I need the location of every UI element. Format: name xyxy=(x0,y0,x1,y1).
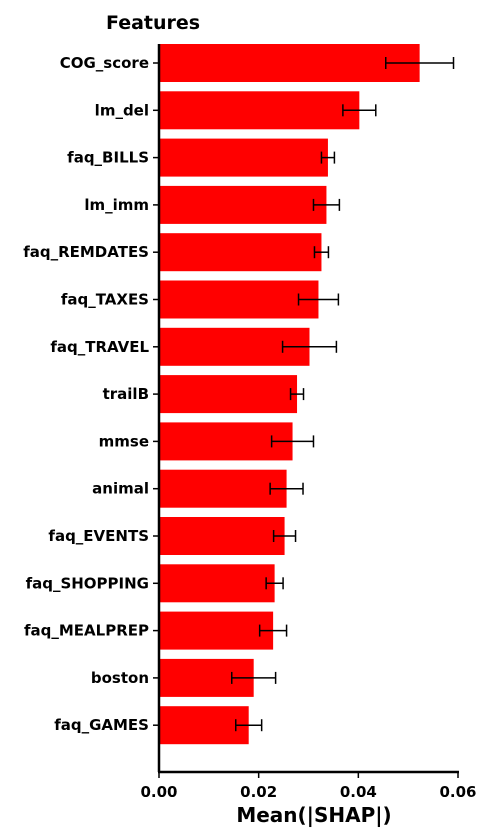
bar-lm_del xyxy=(159,91,360,130)
x-axis-label: Mean(|SHAP|) xyxy=(236,803,391,827)
bar-faq_GAMES xyxy=(159,706,249,745)
bar-faq_EVENTS xyxy=(159,517,285,555)
x-ticks: 0.00 0.02 0.04 0.06 xyxy=(140,772,477,801)
bar-faq_SHOPPING xyxy=(159,564,275,603)
bar-mmse xyxy=(159,422,293,461)
error-bar-lm_del xyxy=(342,104,377,117)
bar-COG_score xyxy=(159,44,420,82)
y-tick-label: COG_score xyxy=(60,54,149,72)
bar-faq_REMDATES xyxy=(159,233,322,272)
error-bar-faq_BILLS xyxy=(320,151,336,164)
y-tick-label: faq_BILLS xyxy=(67,149,149,167)
x-tick-label: 0.02 xyxy=(240,783,277,801)
bar-faq_MEALPREP xyxy=(159,611,274,650)
bar-faq_TAXES xyxy=(159,280,319,319)
error-bar-animal xyxy=(269,482,304,495)
error-bar-faq_GAMES xyxy=(234,719,263,732)
y-tick-label: faq_REMDATES xyxy=(23,243,149,261)
y-tick-label: boston xyxy=(91,669,149,687)
error-bar-COG_score xyxy=(384,57,455,69)
bar-trailB xyxy=(159,375,298,414)
y-tick-label: animal xyxy=(92,480,149,498)
error-bar-boston xyxy=(231,671,277,684)
y-tick-label: faq_MEALPREP xyxy=(24,622,149,640)
y-tick-label: faq_TRAVEL xyxy=(50,338,149,356)
error-bar-trailB xyxy=(289,388,305,401)
error-bar-lm_imm xyxy=(312,198,341,211)
y-tick-label: faq_TAXES xyxy=(61,291,149,309)
bar-lm_imm xyxy=(159,185,327,224)
error-bar-faq_TRAVEL xyxy=(281,340,338,353)
y-tick-label: faq_GAMES xyxy=(54,716,149,734)
y-tick-labels: COG_score lm_del faq_BILLS lm_imm faq_REMDAT… xyxy=(23,54,159,734)
x-tick-label: 0.06 xyxy=(439,783,476,801)
x-tick-label: 0.04 xyxy=(340,783,377,801)
error-bar-faq_REMDATES xyxy=(313,246,330,259)
bar-faq_BILLS xyxy=(159,138,328,177)
error-bar-faq_MEALPREP xyxy=(258,624,288,637)
error-bar-faq_SHOPPING xyxy=(265,577,284,590)
x-tick-label: 0.00 xyxy=(140,783,177,801)
error-bar-faq_TAXES xyxy=(297,293,340,306)
bar-animal xyxy=(159,469,287,508)
error-bar-mmse xyxy=(270,435,315,448)
y-tick-label: faq_EVENTS xyxy=(48,527,149,545)
chart-title: Features xyxy=(106,12,200,34)
y-tick-label: lm_imm xyxy=(84,196,149,214)
error-bar-faq_EVENTS xyxy=(272,530,297,542)
y-tick-label: trailB xyxy=(103,385,149,403)
y-tick-label: mmse xyxy=(99,432,149,450)
y-tick-label: lm_del xyxy=(95,101,149,119)
y-tick-label: faq_SHOPPING xyxy=(26,574,149,592)
bars-group xyxy=(159,44,455,745)
